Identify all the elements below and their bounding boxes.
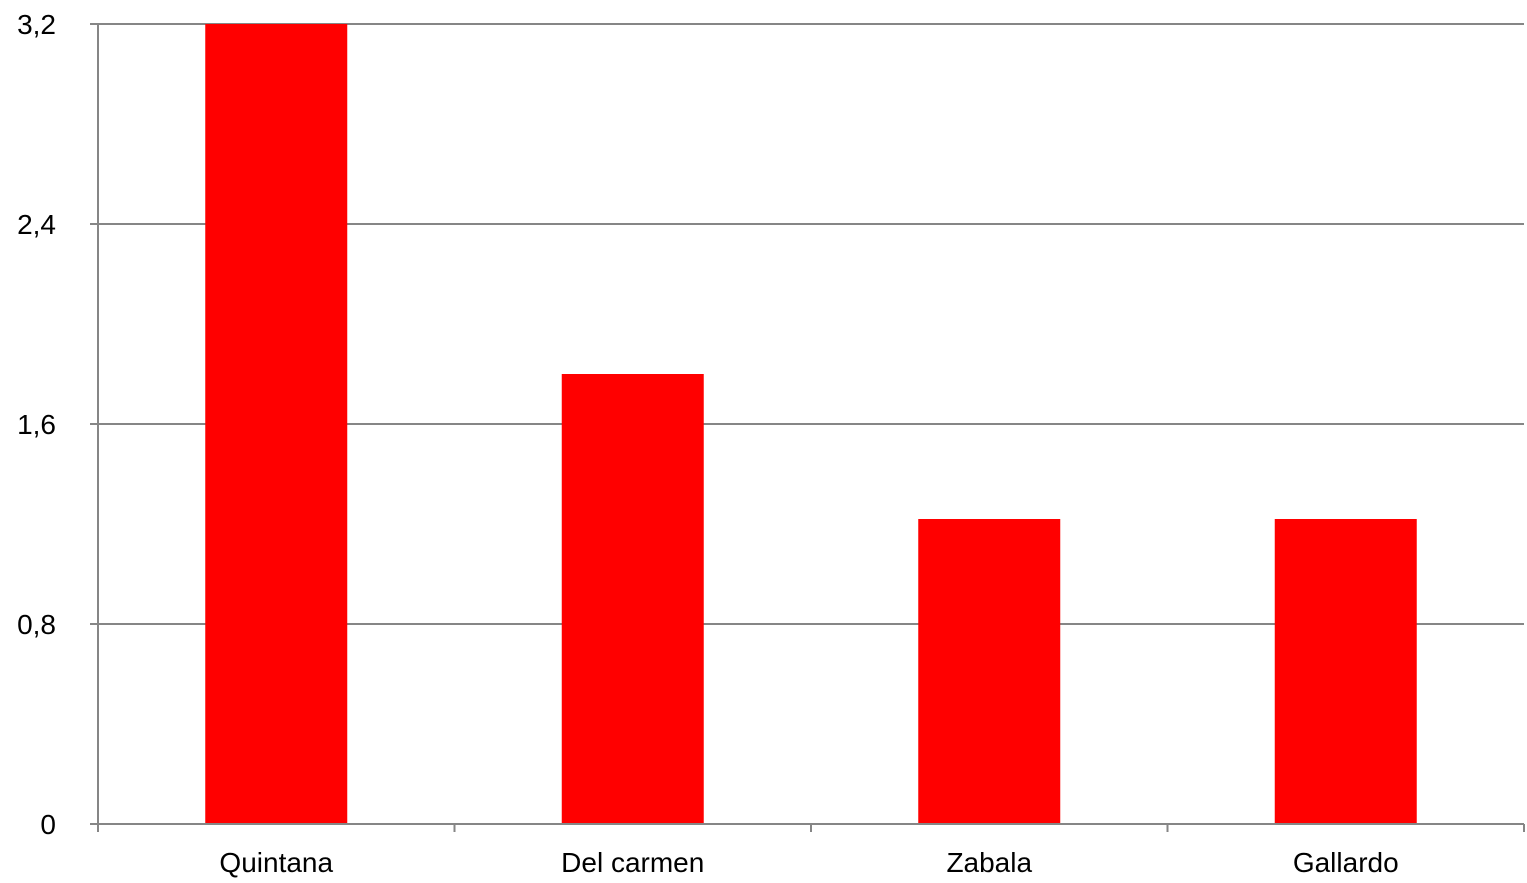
bar-del-carmen: [561, 374, 704, 824]
y-tick-label: 1,6: [17, 409, 56, 440]
y-tick-label: 2,4: [17, 209, 56, 240]
x-tick-label: Del carmen: [561, 847, 704, 878]
y-tick-label: 0,8: [17, 609, 56, 640]
x-tick-label: Gallardo: [1293, 847, 1399, 878]
bar-quintana: [205, 24, 348, 824]
axes: [90, 23, 1525, 832]
bars: [205, 24, 1417, 824]
bar-zabala: [918, 519, 1061, 824]
tick-labels: 0 0,8 1,6 2,4 3,2 Quintana Del carmen Zabala Gal…: [17, 9, 1399, 878]
bar-gallardo: [1274, 519, 1417, 824]
x-tick-label: Zabala: [946, 847, 1032, 878]
y-tick-label: 3,2: [17, 9, 56, 40]
x-tick-label: Quintana: [219, 847, 333, 878]
y-tick-label: 0: [40, 809, 56, 840]
